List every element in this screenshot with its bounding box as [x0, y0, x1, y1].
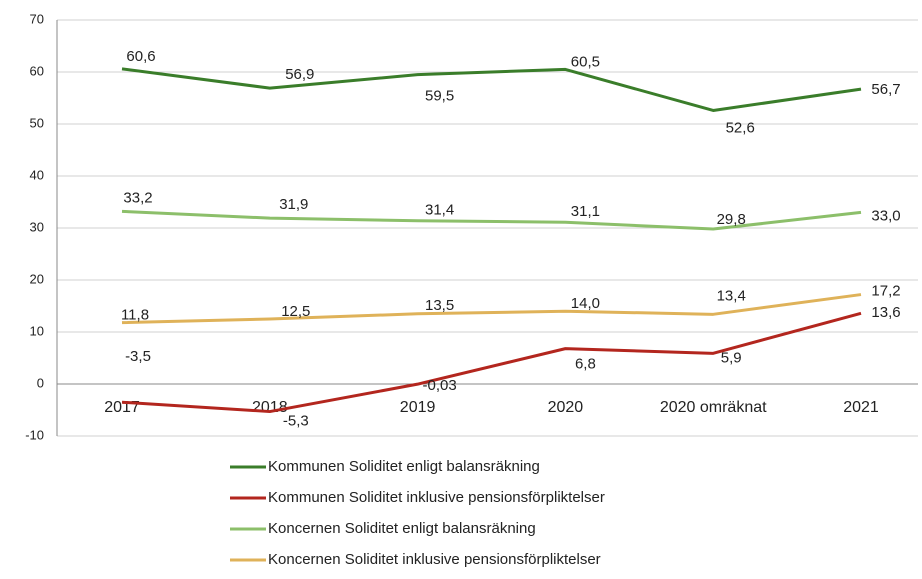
series-line — [121, 209, 862, 231]
value-label: -5,3 — [283, 413, 309, 430]
value-label: 29,8 — [717, 211, 746, 228]
x-tick-label: 2020 — [548, 399, 584, 416]
value-label: 33,2 — [123, 189, 152, 206]
value-label: 5,9 — [721, 349, 742, 366]
x-tick-label: 2020 omräknat — [660, 399, 767, 416]
legend-label: Kommunen Soliditet inklusive pensionsför… — [268, 489, 605, 506]
y-tick-label: 30 — [30, 219, 44, 234]
value-label: 11,8 — [121, 307, 149, 324]
y-tick-label: 0 — [37, 375, 44, 390]
value-label: 56,7 — [871, 81, 900, 98]
series-line — [121, 67, 862, 112]
value-label: 6,8 — [575, 356, 596, 373]
value-label: 59,5 — [425, 88, 454, 105]
legend-label: Koncernen Soliditet inklusive pensionsfö… — [268, 551, 601, 568]
legend-label: Koncernen Soliditet enligt balansräkning — [268, 520, 536, 537]
value-label: 31,4 — [425, 202, 454, 219]
value-label: 13,4 — [717, 287, 746, 304]
legend-label: Kommunen Soliditet enligt balansräkning — [268, 458, 540, 475]
y-tick-label: 60 — [30, 63, 44, 78]
x-tick-label: 2021 — [843, 399, 879, 416]
y-tick-label: 50 — [30, 115, 44, 130]
value-label: 56,9 — [285, 66, 314, 83]
y-tick-label: 40 — [30, 167, 44, 182]
y-tick-label: 20 — [30, 271, 44, 286]
value-label: 13,6 — [871, 304, 900, 321]
value-label: 31,1 — [571, 203, 600, 220]
x-tick-label: 2019 — [400, 399, 436, 416]
y-tick-label: -10 — [25, 427, 44, 442]
value-label: -3,5 — [125, 348, 151, 365]
y-tick-label: 70 — [30, 11, 44, 26]
series-line — [121, 293, 862, 325]
series-line — [121, 311, 862, 414]
value-label: 13,5 — [425, 297, 454, 314]
y-tick-label: 10 — [30, 323, 44, 338]
value-label: 33,0 — [871, 207, 900, 224]
value-label: 17,2 — [871, 283, 900, 300]
value-label: 60,5 — [571, 53, 600, 70]
value-label: 31,9 — [279, 196, 308, 213]
value-label: 12,5 — [281, 303, 310, 320]
value-label: -0,03 — [422, 377, 456, 394]
value-label: 14,0 — [571, 295, 600, 312]
value-label: 60,6 — [126, 48, 155, 65]
value-label: 52,6 — [726, 119, 755, 136]
